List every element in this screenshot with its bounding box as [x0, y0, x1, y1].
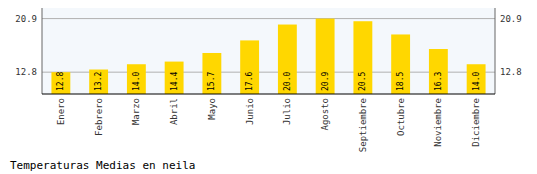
data-label: 20.9 [321, 72, 330, 91]
y-axis-line [42, 8, 43, 94]
title: Temperaturas Medias en neila [10, 159, 195, 172]
x-tick-label: Septiembre [358, 98, 368, 152]
x-tick-label: Agosto [320, 98, 330, 131]
bar [391, 34, 410, 94]
bar [127, 64, 146, 94]
data-label: 18.5 [396, 72, 405, 91]
bar [353, 21, 372, 94]
bar [278, 25, 297, 94]
x-tick-label: Enero [56, 98, 66, 125]
data-label: 14.0 [132, 72, 141, 91]
bar [89, 70, 108, 94]
y2-tick-label: 20.9 [500, 14, 522, 24]
data-label: 20.0 [283, 72, 292, 91]
bar [316, 19, 335, 94]
chart: 12.8 13.2 14.0 14.4 15.7 17.6 20.0 20.9 20.5 18.5… [0, 0, 537, 174]
x-tick-label: Mayo [207, 98, 217, 120]
x-tick-label: Julio [282, 98, 292, 125]
x-tick-label: Octubre [396, 98, 406, 136]
x-tick-label: Marzo [131, 98, 141, 125]
plot-area [42, 8, 495, 94]
bar [240, 40, 259, 94]
bar [165, 62, 184, 94]
y2-tick-label: 12.8 [500, 67, 522, 77]
grid-line [42, 18, 495, 19]
grid-line [42, 72, 495, 73]
bars [51, 19, 485, 94]
x-tick-label: Diciembre [471, 98, 481, 147]
x-tick-label: Noviembre [433, 98, 443, 147]
data-label: 13.2 [94, 72, 103, 91]
bar [429, 49, 448, 94]
data-label: 17.6 [245, 72, 254, 91]
bar [51, 72, 70, 94]
y-tick-label: 20.9 [15, 14, 37, 24]
y-tick-label: 12.8 [15, 67, 37, 77]
x-tick-label: Febrero [94, 98, 104, 136]
data-label: 12.8 [56, 72, 65, 91]
data-label: 15.7 [207, 72, 216, 91]
data-label: 20.5 [358, 72, 367, 91]
bar [467, 64, 486, 94]
data-label: 14.4 [170, 72, 179, 91]
y2-axis-line [495, 8, 496, 94]
x-axis-line [42, 94, 495, 95]
x-tick-label: Abril [169, 98, 179, 125]
data-label: 14.0 [472, 72, 481, 91]
bar [202, 53, 221, 94]
data-label: 16.3 [434, 72, 443, 91]
x-tick-label: Junio [245, 98, 255, 125]
